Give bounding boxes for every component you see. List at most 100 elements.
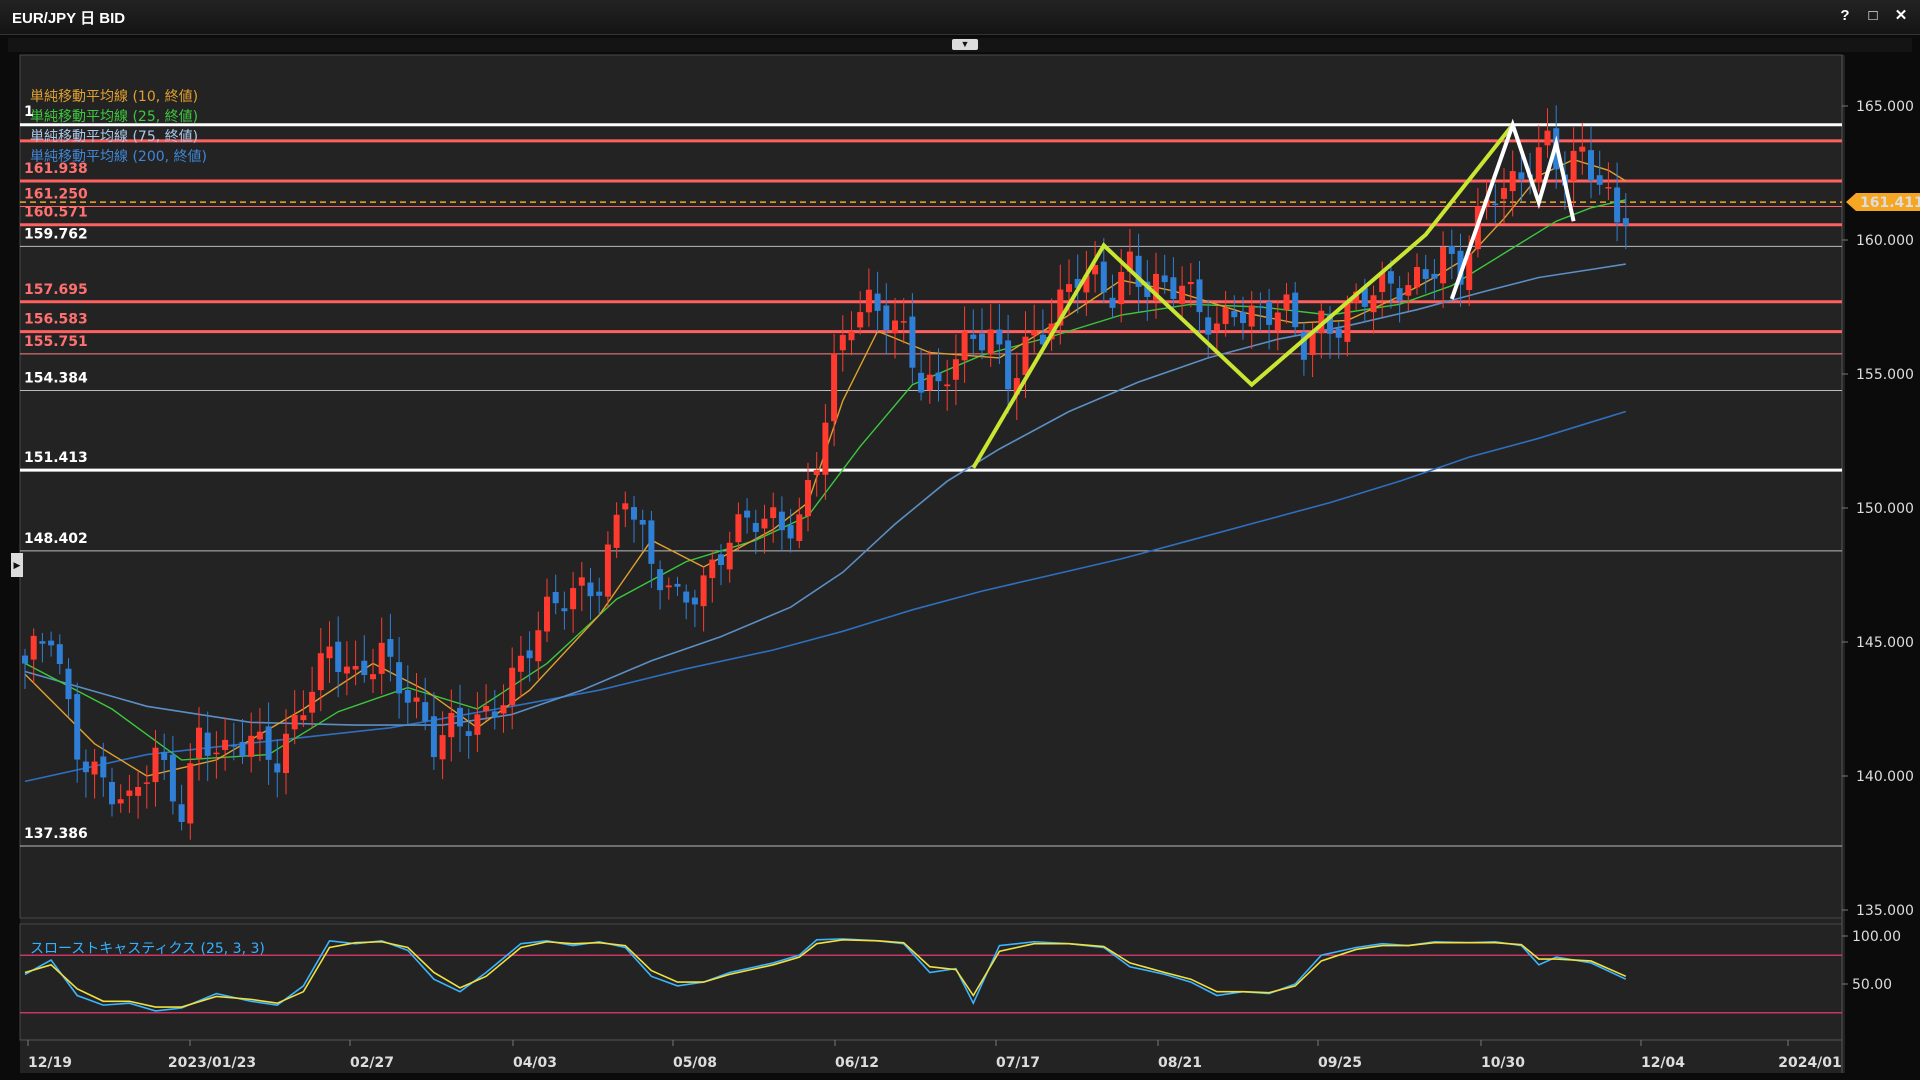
candle-body: [1057, 289, 1064, 326]
candle-body: [604, 544, 611, 597]
candle-body: [892, 320, 898, 334]
x-tick-label: 04/03: [513, 1055, 557, 1071]
oscillator-y-tick-label: 100.00: [1852, 929, 1901, 945]
candle-body: [300, 715, 307, 721]
y-tick-label: 140.000: [1856, 769, 1914, 785]
level-label: 156.583: [24, 312, 88, 328]
candle-body: [1379, 272, 1386, 293]
level-label: 148.402: [24, 531, 88, 547]
candle-body: [1492, 203, 1499, 206]
candle-body: [74, 694, 81, 760]
candle-body: [65, 668, 72, 700]
candle-body: [109, 781, 115, 805]
sma75-line: [24, 263, 1626, 726]
level-label: 151.413: [24, 450, 88, 466]
price-axis: 165.000 160.000 155.000 150.000 145.000 140.0…: [1842, 99, 1914, 919]
candle-body: [283, 733, 289, 774]
candle-body: [1196, 279, 1203, 313]
candle-body: [48, 640, 55, 646]
candle-body: [378, 642, 385, 674]
candle-body: [1622, 218, 1629, 226]
maximize-icon[interactable]: □: [1868, 7, 1878, 24]
candle-body: [561, 608, 568, 612]
candle-body: [274, 763, 281, 773]
zigzag-green-line: [971, 123, 1515, 469]
x-tick-label: 05/08: [673, 1055, 717, 1071]
candle-body: [30, 635, 37, 660]
y-tick-label: 165.000: [1856, 99, 1914, 115]
oscillator-y-tick-label: 50.00: [1852, 977, 1892, 993]
candle-body: [1422, 269, 1429, 279]
candle-body: [1344, 303, 1351, 342]
candle-body: [935, 372, 942, 382]
stochastic-k-line: [24, 938, 1627, 1012]
candle-body: [952, 359, 959, 380]
candle-body: [1240, 311, 1246, 324]
candle-body: [500, 705, 507, 714]
candle-body: [857, 312, 864, 328]
candle-body: [1387, 271, 1394, 284]
candle-body: [1213, 323, 1220, 331]
candle-body: [822, 422, 829, 475]
candle-body: [187, 763, 194, 824]
candle-body: [996, 329, 1003, 345]
y-tick-label: 160.000: [1856, 233, 1914, 249]
y-tick-label: 155.000: [1856, 367, 1914, 383]
candle-body: [544, 596, 550, 632]
candle-body: [82, 761, 89, 773]
legend-sma200: 単純移動平均線 (200, 終値): [30, 149, 207, 165]
level-label: 137.386: [24, 826, 88, 842]
x-tick-label: 07/17: [996, 1055, 1040, 1071]
candle-body: [204, 732, 211, 756]
candle-body: [900, 321, 907, 323]
x-tick-label: 2023/01/23: [168, 1055, 256, 1071]
oscillator-label: スローストキャスティクス (25, 3, 3): [30, 941, 265, 957]
level-label: 154.384: [24, 371, 88, 387]
panel-toggle-handle[interactable]: ▶: [11, 553, 23, 577]
candle-body: [1100, 261, 1107, 293]
candle-body: [570, 588, 577, 610]
candle-body: [778, 511, 785, 531]
candle-body: [491, 711, 498, 718]
help-icon[interactable]: ?: [1840, 7, 1850, 24]
candle-body: [1596, 175, 1603, 185]
candle-body: [665, 585, 672, 588]
candle-body: [404, 690, 411, 703]
candle-body: [457, 707, 463, 727]
candle-body: [196, 727, 202, 759]
candle-body: [230, 745, 237, 747]
candle-body: [683, 591, 690, 603]
x-tick-label: 02/27: [350, 1055, 394, 1071]
current-price-badge: [1846, 193, 1920, 211]
candle-body: [169, 754, 176, 802]
y-tick-label: 145.000: [1856, 635, 1914, 651]
oscillator: 100.00 50.00: [20, 929, 1901, 1014]
candle-body: [56, 644, 63, 664]
x-tick-label: 12/19: [28, 1055, 72, 1071]
candle-body: [1405, 285, 1412, 296]
candle-body: [1318, 310, 1325, 334]
candle-body: [1300, 332, 1307, 360]
candle-body: [1022, 336, 1029, 376]
candle-body: [1614, 187, 1621, 223]
candle-body: [135, 786, 142, 796]
zigzag-white-line: [1449, 118, 1576, 300]
x-tick-label: 09/25: [1318, 1055, 1362, 1071]
candle-body: [726, 542, 733, 570]
candle-body: [126, 790, 133, 796]
window-titlebar: EUR/JPY 日 BID ? □ ✕: [0, 0, 1920, 35]
candle-body: [752, 522, 759, 532]
candle-body: [1074, 278, 1081, 288]
candle-body: [1118, 271, 1125, 305]
candle-body: [439, 735, 446, 760]
date-axis: 12/19 2023/01/23 02/27 04/03 05/08 06/12 07/17…: [27, 1040, 1842, 1071]
candle-body: [317, 653, 324, 691]
close-icon[interactable]: ✕: [1894, 7, 1908, 24]
candle-body: [1170, 277, 1177, 299]
candle-body: [1535, 147, 1542, 183]
candle-body: [1231, 311, 1238, 318]
chevron-down-icon[interactable]: ▼: [952, 39, 978, 50]
candle-body: [1335, 328, 1342, 338]
candle-body: [535, 630, 542, 662]
